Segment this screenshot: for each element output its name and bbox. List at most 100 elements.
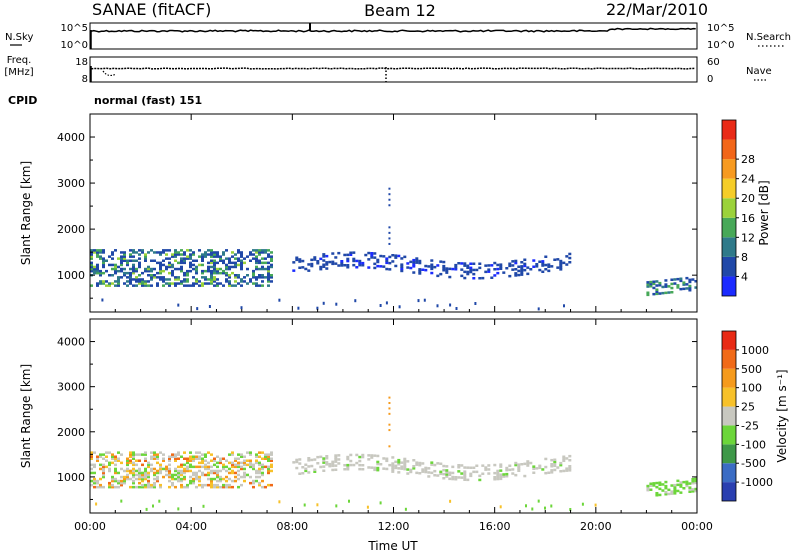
echo-cell [673,488,677,491]
echo-cell [412,265,416,268]
echo-cell [270,276,273,279]
echo-cell [144,457,147,460]
echo-cell [514,259,518,263]
echo-cell [667,492,671,496]
echo-cell [508,464,512,467]
echo-cell [186,278,189,281]
echo-cell [105,451,108,454]
echo-cell [367,466,371,469]
echo-cell [409,468,413,472]
echo-cell [165,265,168,269]
ground-scatter [177,303,180,307]
echo-cell [258,276,261,279]
echo-cell [210,251,213,254]
echo-cell [165,257,168,260]
echo-cell [388,193,391,196]
echo-cell [204,282,207,285]
echo-cell [102,265,105,269]
echo-cell [99,483,102,487]
echo-cell [129,267,132,271]
echo-cell [192,481,195,485]
echo-cell [225,271,228,275]
echo-cell [144,477,147,481]
echo-cell [183,451,186,454]
echo-cell [147,475,150,479]
echo-cell [114,280,117,283]
echo-cell [120,483,123,487]
echo-cell [267,249,270,252]
echo-cell [123,475,126,479]
echo-cell [385,459,389,463]
echo-cell [688,488,692,491]
echo-cell [258,471,261,475]
echo-cell [195,457,198,460]
echo-cell [478,266,482,270]
echo-cell [496,469,500,473]
echo-cell [376,466,380,470]
echo-cell [198,465,201,469]
echo-cell [93,463,96,467]
echo-cell [120,257,123,260]
echo-cell [90,249,93,252]
echo-cell [463,474,467,477]
echo-cell [153,481,156,485]
echo-cell [204,473,207,477]
echo-cell [310,262,314,266]
colorbar-tick-label: -25 [741,419,759,432]
colorbar-tick-label: 24 [741,173,755,186]
echo-cell [144,473,147,477]
echo-cell [192,471,195,475]
echo-cell [180,483,183,487]
echo-cell [292,261,296,264]
echo-cell [655,494,659,497]
freq-left-tick-bottom: 8 [82,74,88,85]
y-tick-label: 4000 [57,336,85,349]
echo-cell [174,485,177,489]
echo-cell [267,280,270,283]
echo-cell [460,274,464,278]
echo-cell [171,481,174,485]
echo-cell [153,251,156,254]
echo-cell [138,471,141,475]
colorbar-segment [722,256,736,277]
echo-cell [264,267,267,271]
echo-cell [213,251,216,254]
echo-cell [120,251,123,254]
echo-cell [210,485,213,489]
echo-cell [430,461,434,464]
echo-cell [174,457,177,460]
echo-cell [234,257,237,260]
echo-cell [415,463,419,466]
echo-cell [499,463,503,466]
echo-cell [481,472,485,475]
echo-cell [219,461,222,465]
echo-cell [673,278,677,281]
echo-cell [99,477,102,481]
echo-cell [99,251,102,254]
echo-cell [496,477,500,481]
echo-cell [361,261,365,265]
echo-cell [267,255,270,258]
echo-cell [177,253,180,256]
echo-cell [102,465,105,469]
y-tick-label: 1000 [57,471,85,484]
x-axis-label: Time UT [367,539,418,553]
echo-cell [117,284,120,287]
ground-scatter [550,504,553,508]
echo-cell [670,291,674,294]
echo-cell [144,469,147,473]
echo-cell [159,451,162,454]
echo-cell [421,268,425,271]
echo-cell [114,457,117,460]
echo-cell [243,467,246,471]
echo-cell [189,451,192,454]
echo-cell [216,475,219,479]
echo-cell [412,271,416,274]
x-tick-label: 12:00 [378,520,410,533]
y-tick-label: 2000 [57,426,85,439]
echo-cell [102,257,105,260]
echo-cell [195,485,198,489]
freq-right-tick-bottom: 0 [707,74,713,85]
echo-cell [249,475,252,479]
echo-cell [120,276,123,279]
